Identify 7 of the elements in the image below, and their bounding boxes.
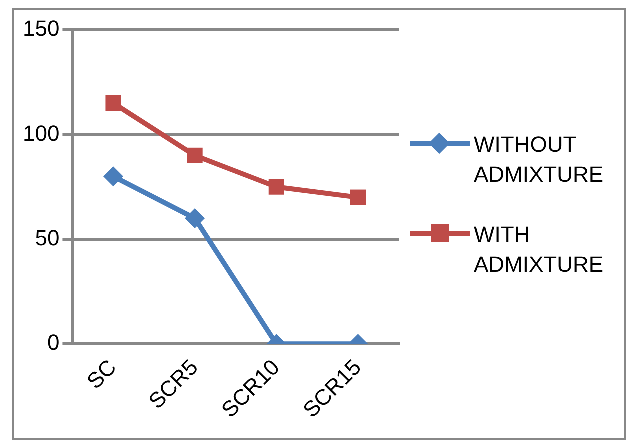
legend-label: WITHOUT ADMIXTURE	[474, 131, 605, 189]
y-tick-label: 50	[35, 226, 60, 251]
y-tick-label: 150	[22, 16, 60, 42]
legend-label: WITH ADMIXTURE	[474, 221, 605, 279]
y-tick-label: 100	[22, 120, 60, 146]
x-tick-label: SC	[82, 354, 122, 394]
y-tick-label: 0	[47, 330, 60, 356]
